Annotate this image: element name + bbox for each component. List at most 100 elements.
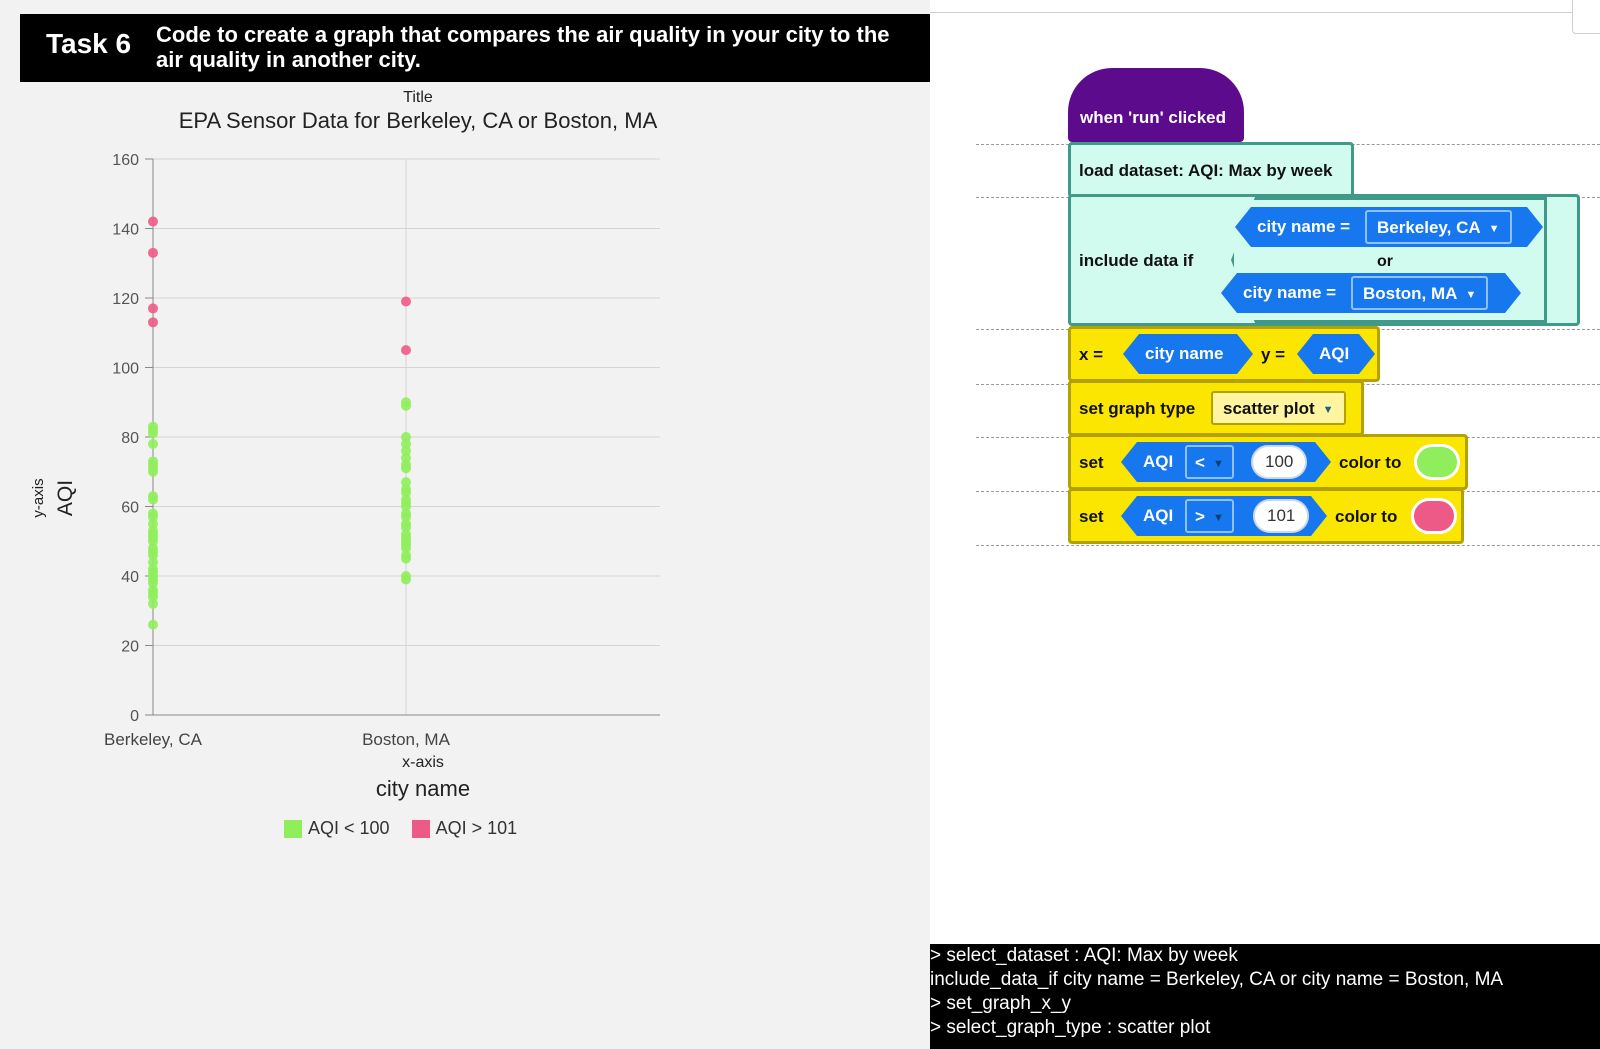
y-tick-label: 20 xyxy=(121,639,139,656)
set1-label: set xyxy=(1079,453,1104,472)
y-tick-label: 80 xyxy=(121,430,139,447)
data-point xyxy=(401,501,411,512)
data-point xyxy=(148,428,158,439)
legend-swatch-green xyxy=(284,819,302,838)
y-axis-label: AQI xyxy=(54,480,77,516)
code-workspace[interactable]: when 'run' clicked load dataset: AQI: Ma… xyxy=(930,14,1600,944)
when-run-clicked-block[interactable]: when 'run' clicked xyxy=(1068,68,1244,142)
color-picker-pink[interactable] xyxy=(1411,498,1457,534)
output-console: > select_dataset : AQI: Max by week incl… xyxy=(930,944,1600,1049)
x-tick-label: Berkeley, CA xyxy=(104,730,203,749)
data-point xyxy=(401,432,411,442)
include-data-block[interactable]: include data if city name = Berkeley, CA… xyxy=(1068,194,1580,326)
scatter-chart: Title EPA Sensor Data for Berkeley, CA o… xyxy=(30,89,660,801)
corner-control[interactable] xyxy=(1572,0,1600,34)
task-label: Task 6 xyxy=(46,28,132,59)
set2-field: AQI xyxy=(1143,506,1174,525)
y-tick-label: 120 xyxy=(112,291,139,308)
data-point xyxy=(148,577,158,588)
city-dropdown-2[interactable]: Boston, MA ▼ xyxy=(1351,276,1489,310)
data-point xyxy=(401,345,411,356)
hat-label: when 'run' clicked xyxy=(1080,108,1227,127)
chevron-down-icon: ▼ xyxy=(1488,222,1500,235)
x-label: x = xyxy=(1079,345,1104,364)
set1-color-label: color to xyxy=(1339,453,1402,472)
data-point xyxy=(148,317,158,328)
data-point xyxy=(401,574,411,585)
chevron-down-icon: ▼ xyxy=(1465,288,1477,301)
data-point xyxy=(401,438,411,449)
x-axis-label: city name xyxy=(376,776,470,801)
y-tick-label: 40 xyxy=(121,569,139,586)
row-divider xyxy=(976,545,1600,546)
chart-legend: AQI < 100 AQI > 101 xyxy=(284,818,539,839)
y-label: y = xyxy=(1261,345,1286,364)
set-graph-type-block[interactable]: set graph type scatter plot ▼ xyxy=(1068,380,1364,436)
x-field-city-name[interactable]: city name xyxy=(1123,334,1253,374)
y-tick-label: 100 xyxy=(112,361,139,378)
city-dropdown-1-value: Berkeley, CA xyxy=(1377,218,1481,237)
city-condition-2-label: city name = xyxy=(1243,283,1337,302)
data-point xyxy=(401,477,411,488)
task-description: Code to create a graph that compares the… xyxy=(156,22,890,72)
operator-dropdown-low[interactable]: < ▼ xyxy=(1185,445,1234,479)
y-field-aqi[interactable]: AQI xyxy=(1297,334,1375,374)
data-point xyxy=(401,543,411,554)
data-point xyxy=(148,518,158,529)
legend-swatch-pink xyxy=(411,819,430,838)
data-point xyxy=(148,216,158,227)
number-input-101[interactable]: 101 xyxy=(1253,499,1310,533)
y-tick-label: 140 xyxy=(112,222,139,239)
set-x-y-block[interactable]: x = city name y = AQI xyxy=(1068,326,1380,382)
y-tick-label: 60 xyxy=(121,500,139,517)
top-divider xyxy=(930,12,1600,13)
city-dropdown-1[interactable]: Berkeley, CA ▼ xyxy=(1365,210,1512,244)
set2-color-label: color to xyxy=(1335,507,1398,526)
data-point xyxy=(148,466,158,477)
data-point xyxy=(148,303,158,314)
chart-title-caption: Title xyxy=(403,89,433,106)
chevron-down-icon: ▼ xyxy=(1322,403,1334,416)
graph-type-dropdown[interactable]: scatter plot ▼ xyxy=(1211,391,1346,425)
console-line: > select_dataset : AQI: Max by week xyxy=(930,945,1238,966)
x-axis-caption: x-axis xyxy=(402,754,444,771)
set-color-low-block[interactable]: set AQI < ▼ 100 color to xyxy=(1068,434,1468,490)
data-point xyxy=(401,463,411,474)
legend-label-green: AQI < 100 xyxy=(308,818,390,838)
chevron-down-icon: ▼ xyxy=(1212,511,1224,524)
legend-label-pink: AQI > 101 xyxy=(435,818,518,838)
y-tick-label: 0 xyxy=(130,708,139,725)
data-point xyxy=(148,591,158,602)
data-point xyxy=(148,247,158,258)
city-dropdown-2-value: Boston, MA xyxy=(1363,284,1458,303)
set2-op: > xyxy=(1195,507,1205,526)
graph-type-label: set graph type xyxy=(1079,399,1196,418)
legend-item-green[interactable]: AQI < 100 xyxy=(284,818,390,839)
legend-item-pink[interactable]: AQI > 101 xyxy=(411,818,518,839)
color-picker-green[interactable] xyxy=(1414,444,1460,480)
data-point xyxy=(401,296,411,307)
y-field-value: AQI xyxy=(1319,344,1350,363)
y-axis-caption: y-axis xyxy=(30,478,47,517)
y-tick-label: 160 xyxy=(112,152,139,169)
data-point xyxy=(401,511,411,522)
data-point xyxy=(148,511,158,522)
x-tick-label: Boston, MA xyxy=(362,730,451,749)
chart-title: EPA Sensor Data for Berkeley, CA or Bost… xyxy=(179,108,658,133)
data-point xyxy=(401,445,411,456)
include-data-label: include data if xyxy=(1079,251,1194,270)
city-condition-1-label: city name = xyxy=(1257,217,1351,236)
data-point xyxy=(401,452,411,463)
set-color-high-block[interactable]: set AQI > ▼ 101 color to xyxy=(1068,488,1464,544)
chevron-down-icon: ▼ xyxy=(1212,457,1224,470)
console-line: include_data_if city name = Berkeley, CA… xyxy=(930,969,1504,990)
operator-dropdown-high[interactable]: > ▼ xyxy=(1185,499,1234,533)
data-point xyxy=(148,438,158,449)
number-input-100[interactable]: 100 xyxy=(1251,445,1308,479)
data-point xyxy=(148,494,158,505)
load-dataset-block[interactable]: load dataset: AQI: Max by week xyxy=(1068,142,1354,198)
task-header: Task 6 Code to create a graph that compa… xyxy=(20,14,930,82)
console-line: > set_graph_x_y xyxy=(930,993,1072,1014)
data-point xyxy=(401,400,411,411)
console-line: > select_graph_type : scatter plot xyxy=(930,1017,1211,1038)
